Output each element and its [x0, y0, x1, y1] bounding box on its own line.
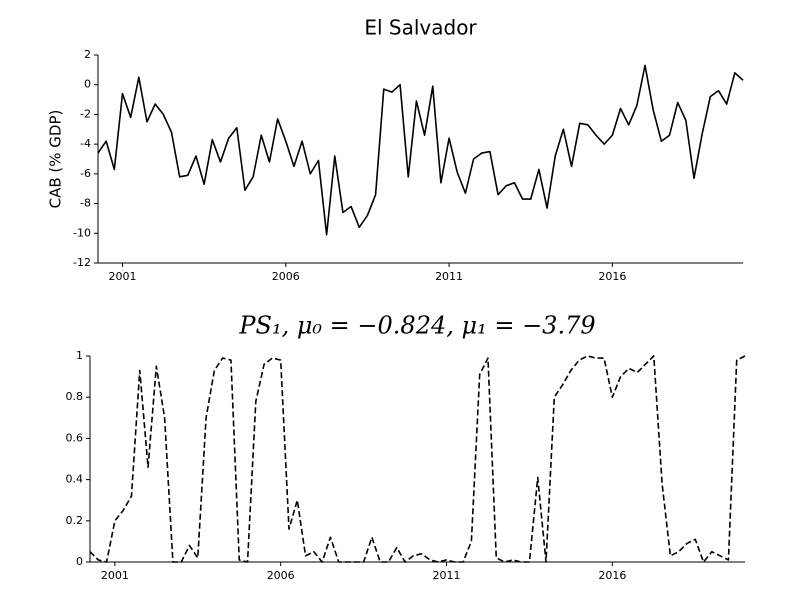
y-tick-label: 0.4 [66, 473, 84, 486]
x-tick-label: 2006 [267, 569, 295, 582]
y-tick-label: -4 [80, 137, 91, 150]
x-tick-label: 2011 [433, 569, 461, 582]
y-tick-label: 0.6 [66, 431, 84, 444]
x-tick-label: 2016 [598, 270, 626, 283]
y-tick-label: 0.8 [66, 390, 84, 403]
chart-title: PS₁, μ₀ = −0.824, μ₁ = −3.79 [238, 312, 595, 340]
x-tick-label: 2016 [598, 569, 626, 582]
y-axis-label: CAB (% GDP) [47, 110, 65, 209]
y-tick-label: -6 [80, 167, 91, 180]
x-tick-label: 2001 [101, 569, 129, 582]
data-line [89, 355, 746, 563]
x-tick-label: 2011 [435, 270, 463, 283]
y-tick-label: -10 [73, 226, 91, 239]
y-tick-label: -8 [80, 197, 91, 210]
data-line [97, 64, 744, 236]
y-tick-label: 2 [84, 48, 91, 61]
chart-title: El Salvador [364, 16, 477, 40]
y-tick-label: -2 [80, 107, 91, 120]
y-tick-label: -12 [73, 256, 91, 269]
x-tick-label: 2001 [108, 270, 136, 283]
y-tick-label: 0 [76, 555, 83, 568]
y-tick-label: 1 [76, 349, 83, 362]
x-tick-label: 2006 [272, 270, 300, 283]
y-tick-label: 0.2 [66, 514, 84, 527]
y-tick-label: 0 [84, 78, 91, 91]
